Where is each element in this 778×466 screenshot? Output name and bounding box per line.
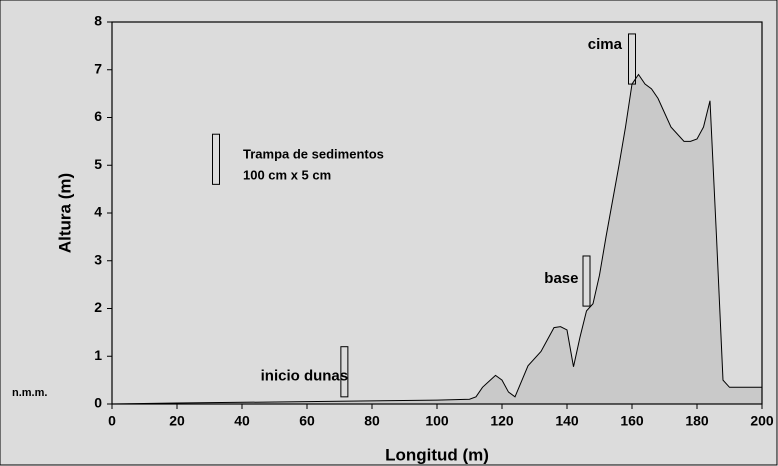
x-tick-label: 40 — [234, 413, 250, 429]
trap — [340, 346, 349, 398]
y-axis-label: Altura (m) — [55, 173, 74, 253]
trap — [628, 33, 636, 85]
y-tick-label: 5 — [94, 156, 102, 172]
y-tick-label: 8 — [94, 13, 102, 29]
y-tick-label: 1 — [94, 347, 102, 363]
legend-text: 100 cm x 5 cm — [243, 168, 331, 183]
trap-label: cima — [588, 36, 623, 53]
x-tick-label: 120 — [490, 413, 514, 429]
x-tick-label: 160 — [620, 413, 644, 429]
y0-label: n.m.m. — [12, 387, 47, 399]
trap-label: base — [544, 270, 578, 287]
legend-text: Trampa de sedimentos — [243, 147, 384, 162]
x-tick-label: 140 — [555, 413, 579, 429]
x-axis-label: Longitud (m) — [385, 445, 489, 464]
x-tick-label: 0 — [108, 413, 116, 429]
area — [112, 74, 762, 405]
x-tick-label: 80 — [364, 413, 380, 429]
y-tick-label: 2 — [94, 299, 102, 315]
x-tick-label: 20 — [169, 413, 185, 429]
trap — [582, 255, 591, 307]
y-tick-label: 6 — [94, 108, 102, 124]
x-tick-label: 200 — [750, 413, 774, 429]
x-tick-label: 60 — [299, 413, 315, 429]
x-tick-label: 100 — [425, 413, 449, 429]
y-tick-label: 7 — [94, 60, 102, 76]
legend-trap — [212, 133, 220, 185]
y-tick-label: 0 — [94, 395, 102, 411]
y-tick-label: 4 — [94, 204, 102, 220]
y-tick-label: 3 — [94, 251, 102, 267]
trap-label: inicio dunas — [261, 368, 349, 385]
x-tick-label: 180 — [685, 413, 709, 429]
area-line — [111, 73, 762, 405]
